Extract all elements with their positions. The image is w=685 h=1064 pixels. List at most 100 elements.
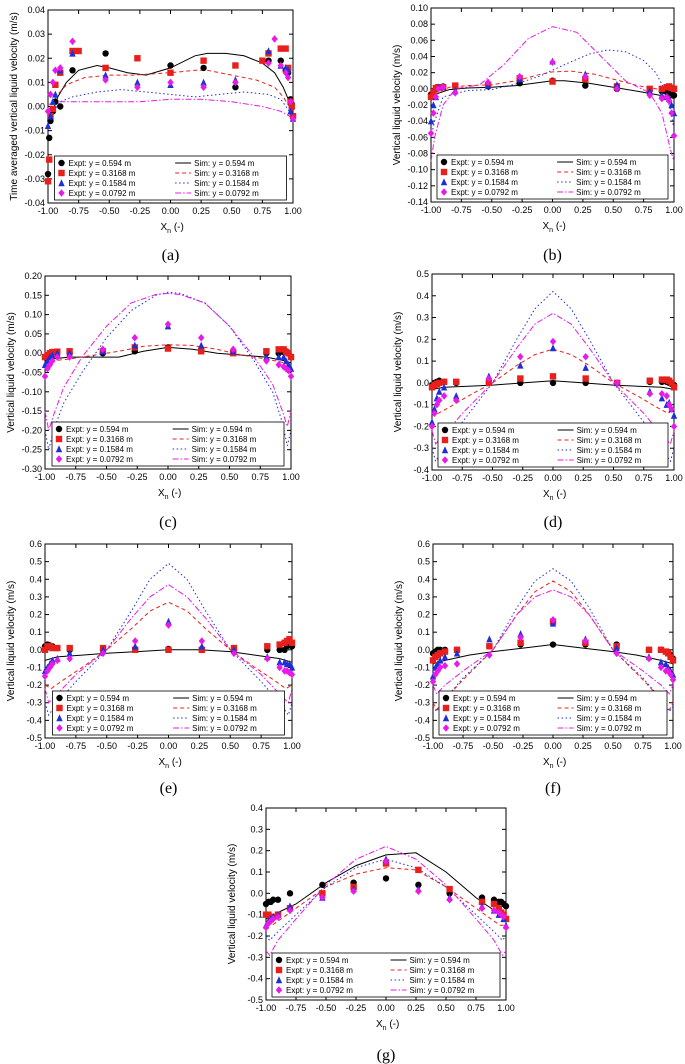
sim-line-4 [432,589,674,695]
expt-point [49,644,56,652]
x-tick-label: -1.00 [35,472,56,482]
x-tick-label: -0.75 [452,473,473,483]
expt-point [667,653,674,661]
expt-point [134,55,141,62]
expt-point [582,72,589,81]
legend-sim-label: Sim: y = 0.594 m [194,159,255,168]
legend-marker [442,694,450,702]
expt-point [549,337,557,346]
expt-point [582,82,589,89]
x-axis-label-unit: (-) [554,757,567,768]
expt-point [277,61,284,70]
y-tick-label: 0.00 [410,84,428,94]
expt-point [99,345,107,354]
expt-point [663,392,670,400]
y-tick-label: 0.00 [27,102,45,112]
expt-point [102,71,109,79]
legend-expt-label: Expt: y = 0.594 m [452,426,515,435]
expt-point [490,900,498,908]
legend-sim-label: Sim: y = 0.594 m [192,694,253,703]
expt-point [47,112,54,120]
x-tick-label: -0.25 [512,205,533,215]
sim-line-4 [44,583,293,704]
legend-sim-label: Sim: y = 0.3168 m [576,168,641,177]
expt-point [198,646,206,654]
legend-sim-label: Sim: y = 0.3168 m [410,966,475,975]
expt-point [41,646,49,654]
expt-point [549,78,556,85]
expt-point [645,654,653,663]
legend-expt-label: Expt: y = 0.1584 m [453,714,520,723]
y-tick-label: 0.1 [417,627,430,637]
expt-point [478,898,486,906]
sim-line-4 [44,292,292,431]
expt-point [286,890,294,897]
y-tick-label: 0.05 [24,329,42,339]
expt-point [437,656,444,664]
expt-point [44,107,52,116]
expt-point [427,93,435,101]
legend-marker [56,714,63,722]
x-tick-label: -0.50 [96,472,117,482]
expt-point [165,617,172,625]
expt-point [646,389,653,398]
expt-point [287,372,295,381]
y-tick-label: -0.20 [21,425,42,435]
expt-point [49,78,57,87]
expt-point [415,881,422,888]
y-tick-label: 0.20 [24,271,42,281]
x-tick-label: 1.00 [665,205,683,215]
y-tick-label: -0.14 [407,197,428,207]
legend-marker [275,986,283,994]
legend-expt-label: Expt: y = 0.594 m [451,158,514,167]
expt-point [282,357,290,365]
expt-point [667,670,674,679]
expt-point [502,915,510,923]
legend-expt-label: Expt: y = 0.0792 m [67,724,134,733]
legend-sim-label: Sim: y = 0.594 m [576,158,637,167]
expt-point [54,353,61,361]
expt-point [517,361,524,369]
x-tick-label: 0.25 [407,1003,425,1013]
y-tick-label: 0.2 [417,610,430,620]
y-tick-label: 0.5 [29,557,42,567]
x-tick-label: 1.00 [497,1003,515,1013]
expt-point [670,422,678,431]
y-tick-label: 0.15 [24,290,42,300]
y-tick-label: -0.1 [413,400,429,410]
expt-point [276,646,283,654]
expt-point [485,379,493,387]
expt-point [453,378,460,385]
legend-box [52,690,285,736]
expt-point [49,660,56,668]
y-tick-label: 0.3 [250,824,263,834]
expt-point [52,81,59,88]
legend-expt-label: Expt: y = 0.3168 m [66,435,133,444]
x-axis-label-unit: (-) [171,222,184,233]
expt-point [44,667,51,675]
expt-point [131,333,138,342]
expt-point [99,646,107,654]
expt-point [502,923,510,932]
expt-point [658,394,666,402]
expt-point [285,366,292,375]
x-tick-label: -0.25 [346,1003,367,1013]
y-tick-label: 0.6 [29,539,42,549]
x-tick-label: 0.25 [190,472,208,482]
expt-point [165,621,172,629]
y-tick-label: -0.4 [413,465,429,475]
expt-point [427,117,435,125]
legend-marker [58,169,65,177]
y-tick-label: -0.04 [24,198,45,208]
expt-point [668,101,675,109]
y-tick-label: -0.3 [247,952,263,962]
chart-panel-f: -1.00 -0.75 -0.50 -0.25 0.00 0.25 0.50 0.75 1.00… [394,539,682,797]
y-axis-label: Time averaged vertical liquid velocity (… [9,12,20,201]
expt-point [57,103,64,110]
expt-point [440,392,448,400]
expt-point [270,915,277,923]
x-tick-label: -0.25 [127,741,148,751]
x-axis-label-main: X [543,489,550,500]
y-tick-label: -0.1 [414,662,430,672]
expt-point [131,646,139,654]
